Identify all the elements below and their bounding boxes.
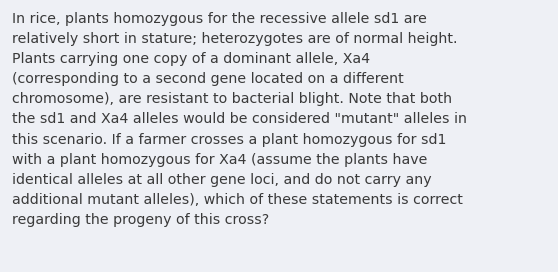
Text: In rice, plants homozygous for the recessive allele sd1 are
relatively short in : In rice, plants homozygous for the reces…	[12, 12, 467, 227]
